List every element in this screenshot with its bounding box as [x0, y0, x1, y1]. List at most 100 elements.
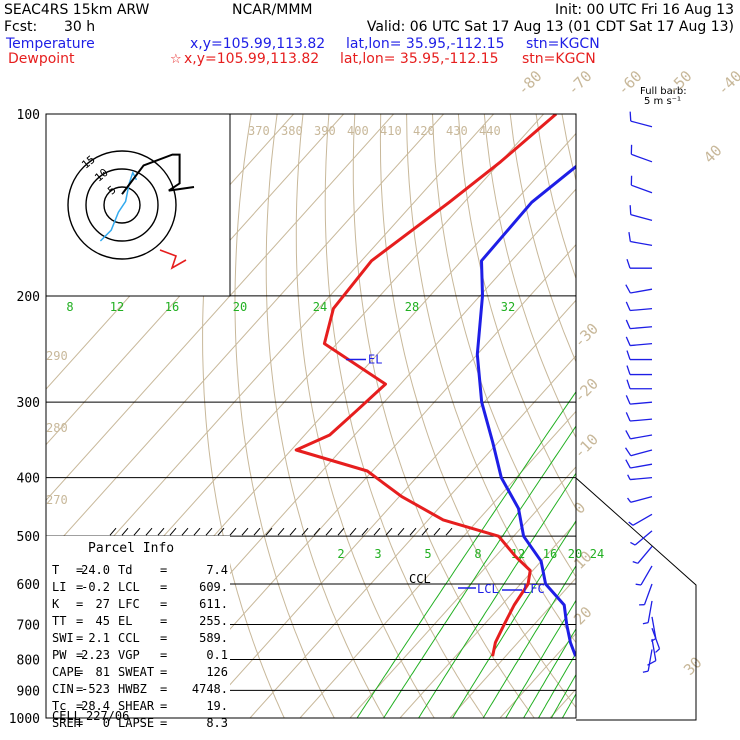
wind-barb-staff: [630, 495, 653, 503]
wind-barb-half-flag: [628, 521, 634, 526]
theta-label: 380: [281, 124, 303, 138]
parcel-value: 255.: [199, 614, 228, 628]
wind-barb-half-flag: [630, 541, 636, 546]
wind-barb-half-flag: [632, 561, 639, 564]
terrain-hatch: [133, 527, 141, 536]
parcel-label: CAPE: [52, 665, 81, 679]
legend-temperature-latlon: lat,lon= 35.95,-112.15: [346, 36, 504, 52]
equals-sign: =: [76, 614, 83, 628]
isotherm-label: -30: [570, 320, 602, 352]
terrain-hatch: [253, 527, 261, 536]
parcel-label: T: [52, 563, 59, 577]
wind-barb-staff: [630, 434, 653, 440]
dry-adiabat-line: [324, 114, 485, 718]
parcel-value: 81: [96, 665, 110, 679]
terrain-hatch: [445, 527, 453, 536]
parcel-value: -0.2: [81, 580, 110, 594]
isotherm-line: [650, 114, 740, 718]
parcel-label: LI: [52, 580, 66, 594]
wind-barb: [630, 144, 653, 163]
parcel-value: 4748.: [192, 682, 228, 696]
terrain-hatch: [145, 527, 153, 536]
pressure-tick-label: 1000: [9, 712, 40, 727]
dry-adiabat-line: [666, 114, 740, 718]
wind-barb-half-flag: [655, 648, 660, 653]
pressure-tick-label: 400: [17, 472, 40, 487]
isotherm-line: [46, 114, 344, 446]
isotherm-line: [46, 114, 394, 501]
wind-barb-flag: [625, 301, 631, 311]
dry-adiabat-line: [640, 114, 740, 718]
wind-barb: [628, 232, 653, 247]
isotherm-line: [399, 521, 576, 718]
theta-label: 440: [479, 124, 501, 138]
el-label: EL: [368, 353, 382, 367]
mixing-ratio-label: 32: [501, 300, 515, 314]
theta-label: 400: [347, 124, 369, 138]
legend-temperature-xy: x,y=105.99,113.82: [190, 36, 325, 52]
wind-barb-staff: [634, 530, 653, 546]
wind-barb-flag: [625, 412, 631, 422]
wind-barb-staff: [630, 463, 653, 469]
model-title: SEAC4RS 15km ARW: [4, 2, 150, 18]
plot-border: [45, 113, 577, 719]
wind-barb-staff: [651, 616, 657, 639]
mixing-ratio-line: [505, 599, 576, 718]
mixing-ratio-label: 12: [110, 300, 124, 314]
terrain-hatch: [349, 527, 357, 536]
dry-adiabat-line: [509, 114, 576, 363]
isotherm-line: [199, 299, 576, 718]
terrain-hatch: [385, 527, 393, 536]
terrain-hatch: [157, 527, 165, 536]
wind-barb-staff: [651, 627, 661, 650]
isotherm-line: [46, 114, 494, 613]
wind-barb-half-flag: [627, 497, 632, 503]
parcel-label: SREH: [52, 716, 81, 730]
legend-dewpoint-marker: ☆: [170, 52, 182, 67]
wind-barb-flag: [625, 336, 631, 346]
cell-label: CELL: [52, 709, 81, 723]
dry-adiabat-line: [614, 114, 740, 718]
dry-adiabat-line: [692, 114, 740, 718]
wind-barb-flag: [625, 319, 631, 329]
wind-barb-half-flag: [635, 583, 642, 586]
parcel-value: 24.0: [81, 563, 110, 577]
parcel-value: 0: [103, 716, 110, 730]
dry-adiabat-line: [561, 114, 576, 183]
equals-sign: =: [76, 665, 83, 679]
terrain-hatch: [397, 527, 405, 536]
wind-barb-staff: [637, 546, 653, 564]
wind-barb-flag: [625, 395, 631, 405]
wind-barb-staff: [630, 449, 653, 457]
isotherm-lines: [46, 114, 740, 718]
terrain-hatch: [205, 527, 213, 536]
equals-sign: =: [160, 580, 167, 594]
wind-barb: [625, 284, 653, 294]
isotherm-line: [349, 466, 576, 718]
parcel-value: 19.: [206, 699, 228, 713]
parcel-label: CCL: [118, 631, 140, 645]
equals-sign: =: [76, 648, 83, 662]
parcel-label: LAPSE: [118, 716, 154, 730]
pressure-tick-label: 600: [17, 578, 40, 593]
pressure-tick-label: 800: [17, 653, 40, 668]
hodograph-ring: [67, 150, 177, 260]
terrain-hatch: [433, 527, 441, 536]
mixing-ratio-label: 24: [313, 300, 327, 314]
wind-barb: [635, 565, 653, 586]
mixing-ratio-line: [356, 390, 576, 718]
parcel-label: PW: [52, 648, 67, 662]
terrain-hatch: [301, 527, 309, 536]
wind-barb: [625, 395, 653, 405]
fcst-label: Fcst:: [4, 19, 37, 35]
isotherm-label: -80: [514, 67, 546, 99]
terrain-hatch: [181, 527, 189, 536]
theta-label: 290: [46, 349, 68, 363]
terrain-hatch: [409, 527, 417, 536]
mixing-ratio-label: 20: [233, 300, 247, 314]
wind-barb: [642, 600, 653, 625]
isotherm-line: [549, 688, 576, 718]
hodograph-upper-trace: [121, 153, 195, 195]
dewpoint-profile: [294, 114, 558, 657]
